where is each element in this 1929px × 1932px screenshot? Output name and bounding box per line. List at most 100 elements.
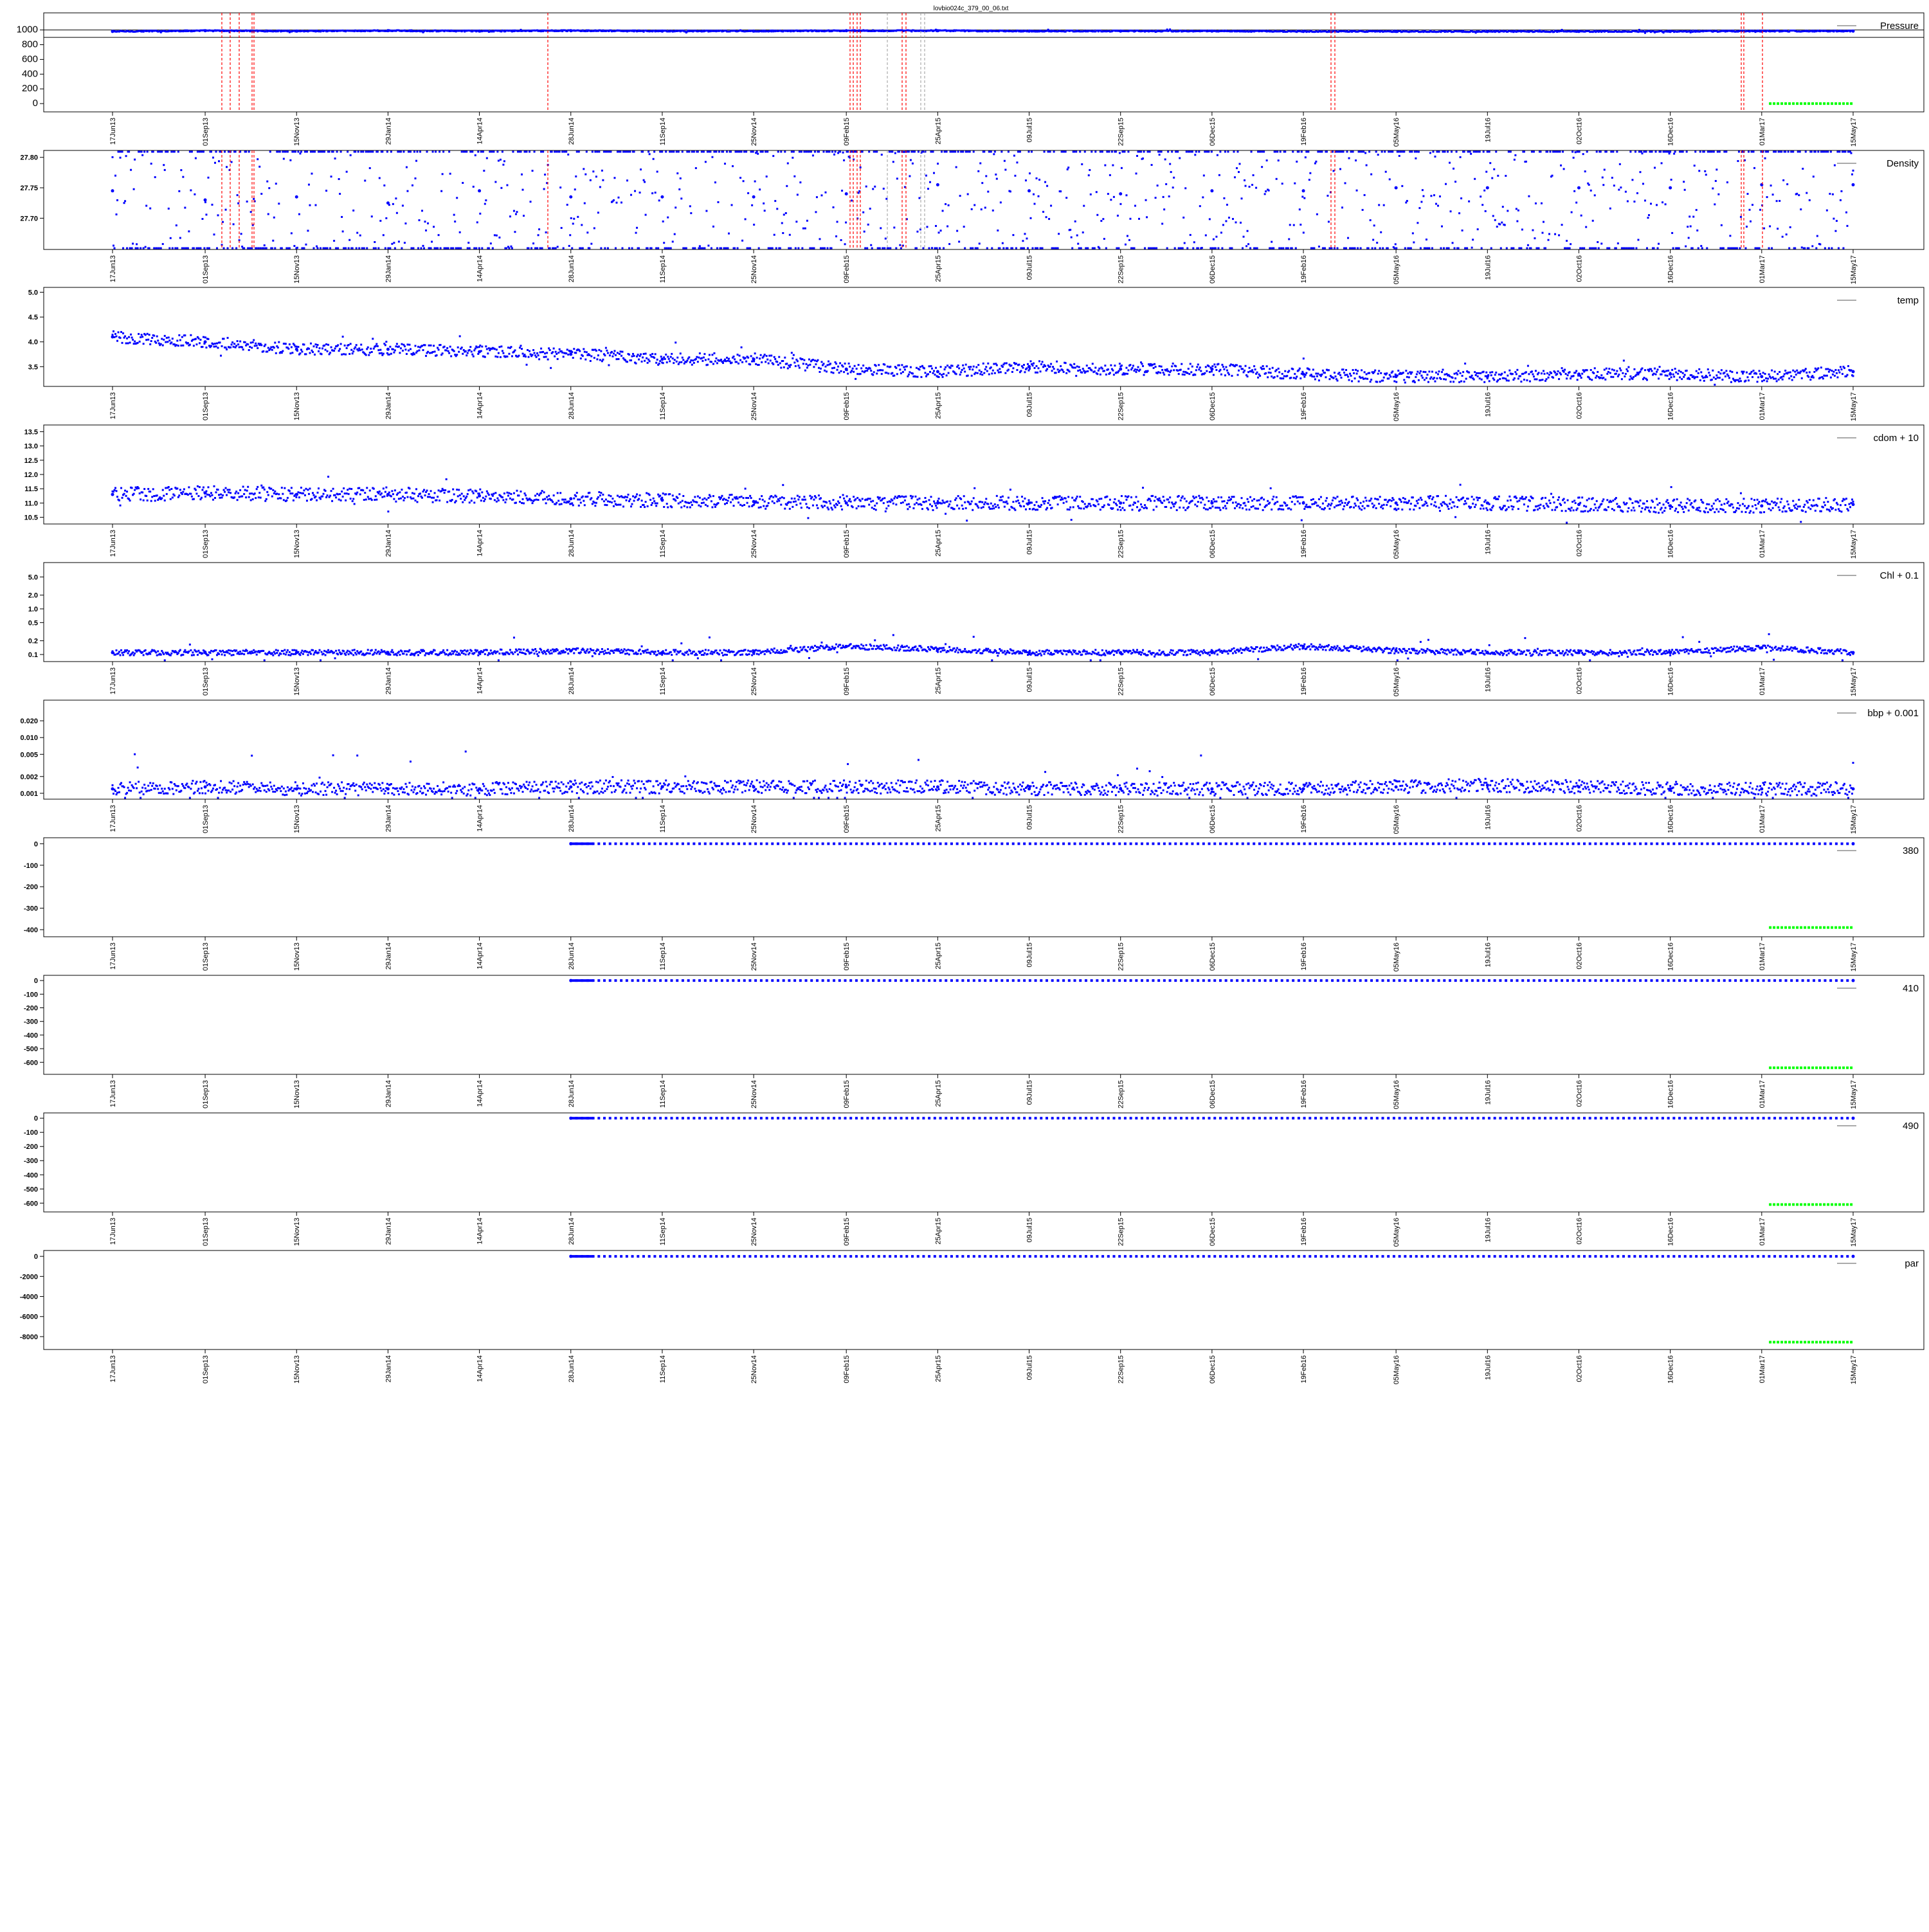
series-point (519, 347, 521, 348)
series-point (563, 248, 565, 249)
series-point (570, 217, 572, 219)
series-point (1667, 151, 1669, 153)
series-point (506, 185, 508, 186)
series-point (1316, 213, 1318, 215)
series-point (442, 173, 444, 175)
series-point (509, 215, 511, 217)
series-point (498, 346, 500, 348)
series-point (1293, 224, 1295, 226)
series-point (644, 181, 646, 183)
series-point (461, 347, 463, 348)
series-point (149, 208, 151, 210)
series-point (538, 354, 539, 356)
series-point (689, 361, 691, 363)
series-point (987, 191, 989, 193)
series-point (538, 234, 539, 236)
series-point (1096, 191, 1098, 193)
x-tick-label: 22Sep15 (1118, 392, 1125, 420)
series-point (385, 217, 387, 219)
series-point (864, 231, 865, 233)
series-point (208, 248, 210, 249)
series-point (665, 151, 667, 153)
series-point (725, 360, 727, 362)
series-point (1580, 215, 1582, 217)
series-point (898, 365, 900, 366)
series-point (904, 368, 906, 370)
series-point (473, 356, 475, 357)
series-point (1523, 151, 1525, 153)
series-point (1211, 370, 1213, 372)
series-point (881, 154, 883, 156)
series-point (500, 187, 502, 189)
series-point (358, 347, 360, 349)
series-point (1266, 159, 1268, 161)
series-point (340, 343, 342, 345)
series-point (1573, 157, 1575, 159)
series-point (1208, 151, 1209, 153)
series-point (122, 342, 123, 344)
series-point (1619, 163, 1621, 165)
series-point (542, 351, 544, 353)
series-point (1383, 204, 1385, 206)
series-point (1199, 366, 1201, 368)
series-point (1205, 234, 1207, 236)
series-point (854, 365, 856, 367)
series-point (503, 160, 505, 162)
series-point (584, 359, 586, 361)
series-point (653, 151, 655, 153)
series-point (354, 151, 356, 153)
series-point (615, 354, 617, 356)
series-point (973, 366, 975, 368)
series-point (1138, 218, 1140, 220)
series-point (250, 342, 252, 344)
series-point (460, 248, 462, 249)
series-point (1019, 151, 1021, 153)
green-marker (1784, 102, 1787, 105)
series-point (1699, 151, 1701, 153)
series-point (1361, 151, 1363, 153)
series-point (1645, 151, 1647, 153)
series-point (1215, 369, 1217, 371)
series-point (734, 358, 736, 360)
series-point (824, 370, 826, 372)
series-point (1114, 365, 1116, 366)
series-point (1307, 151, 1309, 153)
x-tick-label: 17Jun13 (109, 118, 117, 145)
series-point (250, 211, 252, 213)
series-point (134, 341, 136, 343)
series-point (1164, 158, 1166, 160)
green-marker (1804, 102, 1806, 105)
series-point (1788, 151, 1789, 153)
series-point (678, 363, 680, 365)
series-point (659, 360, 661, 362)
series-point (1759, 248, 1761, 249)
series-point (1586, 151, 1588, 153)
series-point (1153, 367, 1155, 369)
series-point (809, 364, 811, 366)
series-point (438, 348, 440, 350)
series-point (813, 366, 815, 368)
y-tick-label: 5.0 (28, 289, 38, 297)
series-point (130, 334, 132, 336)
series-point (341, 354, 343, 356)
series-point (613, 350, 615, 352)
series-point (901, 364, 903, 366)
series-point (1833, 218, 1834, 220)
series-point (1091, 370, 1092, 372)
series-point (207, 338, 209, 340)
series-point (770, 355, 772, 357)
series-point (974, 204, 975, 206)
x-tick-label: 14Apr14 (476, 392, 484, 419)
series-point (1563, 168, 1565, 170)
series-point (889, 151, 891, 153)
series-point (1657, 248, 1659, 249)
series-point (1035, 248, 1037, 249)
series-point (149, 248, 150, 249)
series-point (1050, 363, 1052, 365)
series-point (1199, 205, 1201, 207)
series-point (1713, 151, 1715, 153)
series-point (1038, 179, 1040, 181)
series-point (1780, 151, 1782, 153)
series-point (571, 351, 573, 353)
series-point (686, 359, 688, 361)
